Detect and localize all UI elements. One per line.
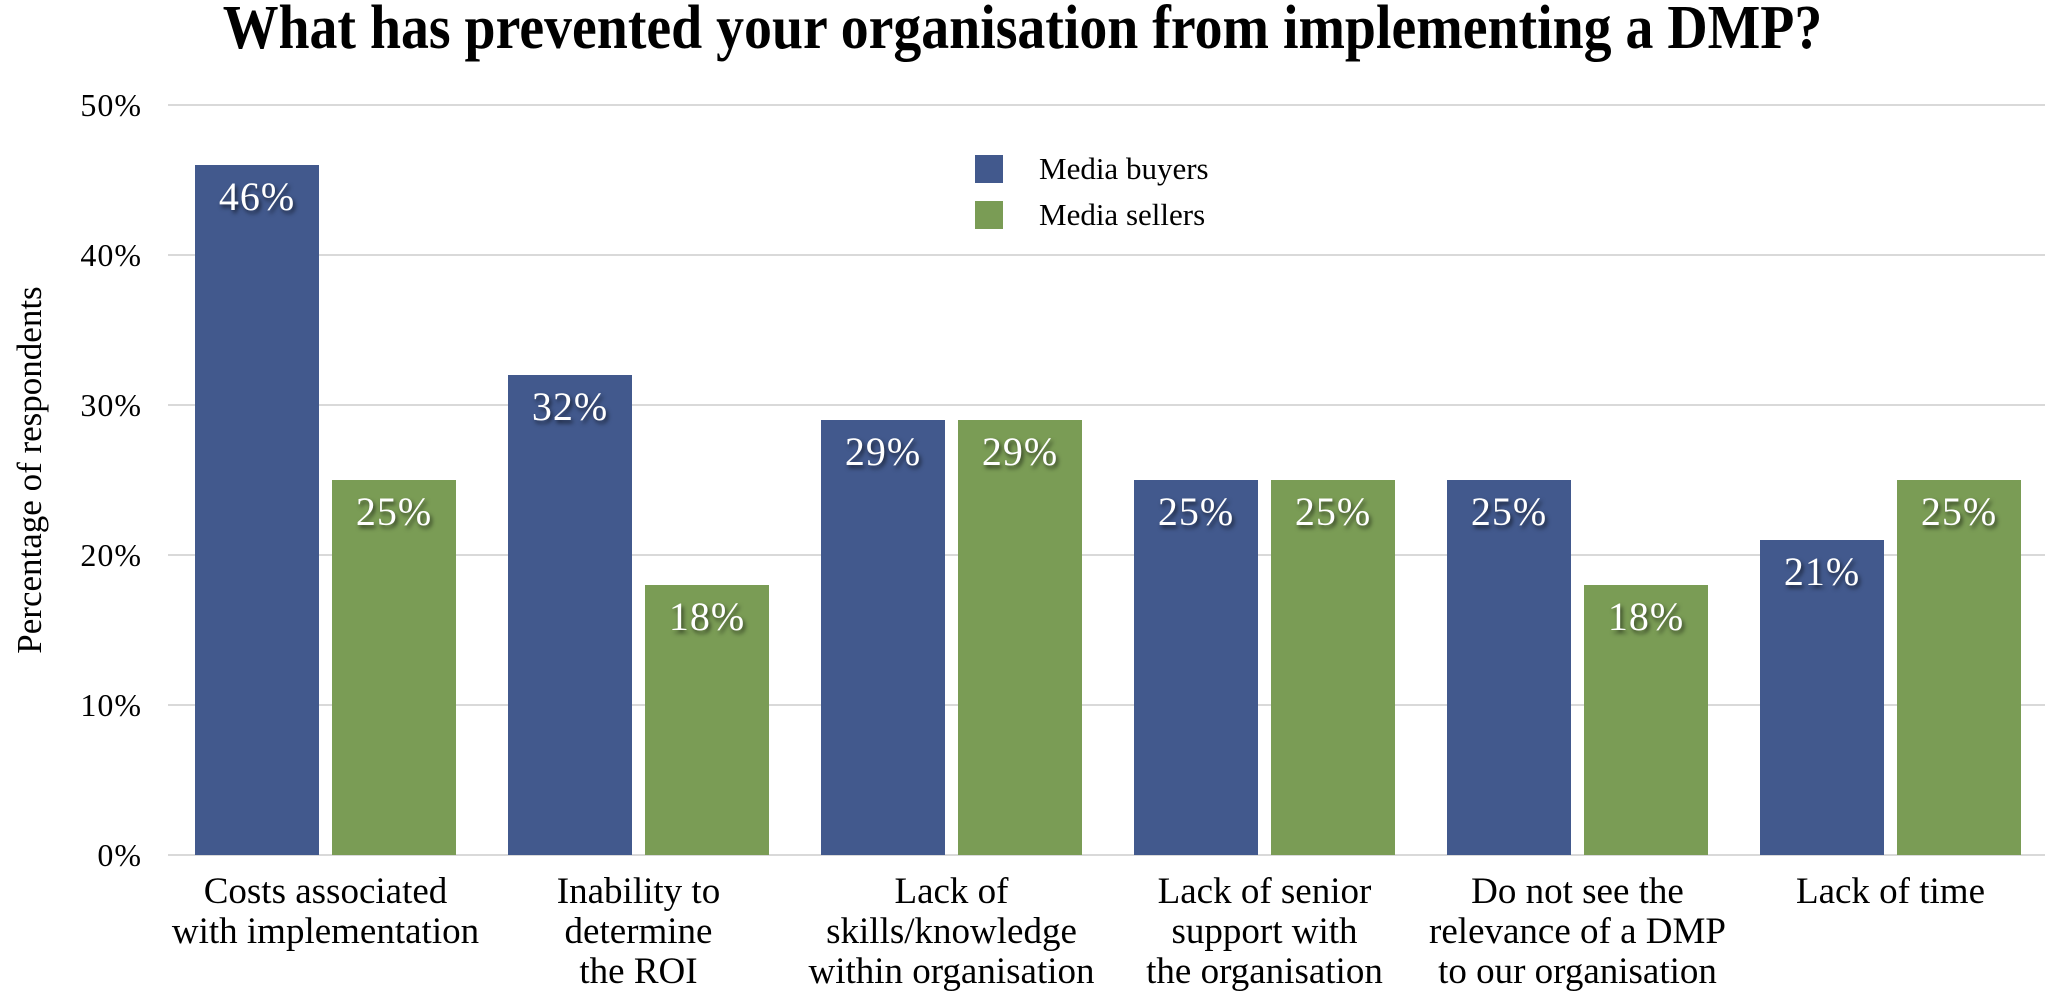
y-tick-label-30: 30% (80, 387, 142, 423)
x-category-label-4: Lack of senior support with the organisa… (1146, 871, 1383, 991)
legend-label: Media buyers (1039, 151, 1209, 186)
legend-label: Media sellers (1039, 197, 1206, 232)
bar-value-label: 25% (1470, 489, 1548, 534)
bar-media-sellers-group2: 18% (645, 585, 769, 855)
bar-value-label: 25% (1157, 489, 1235, 534)
legend-swatch (975, 201, 1003, 229)
y-tick-label-0: 0% (97, 837, 142, 873)
bar-media-sellers-group1: 25% (332, 480, 456, 855)
x-category-label-1: Costs associated with implementation (171, 871, 480, 952)
bar-value-label: 25% (355, 489, 433, 534)
bar-media-buyers-group4: 25% (1134, 480, 1258, 855)
bar-value-label: 46% (218, 174, 296, 219)
legend-item-media-sellers: Media sellers (975, 197, 1209, 233)
x-category-label-6: Lack of time (1795, 871, 1986, 912)
legend-swatch (975, 155, 1003, 183)
gridline-10 (168, 704, 2045, 706)
legend-item-media-buyers: Media buyers (975, 151, 1209, 187)
bar-media-buyers-group3: 29% (821, 420, 945, 855)
bar-value-label: 29% (844, 429, 922, 474)
gridline-20 (168, 554, 2045, 556)
bar-media-sellers-group4: 25% (1271, 480, 1395, 855)
bar-media-sellers-group3: 29% (958, 420, 1082, 855)
y-tick-label-40: 40% (80, 237, 142, 273)
bar-media-buyers-group5: 25% (1447, 480, 1571, 855)
gridline-0 (168, 854, 2045, 856)
bar-value-label: 25% (1294, 489, 1372, 534)
x-category-label-2: Inability to determine the ROI (556, 871, 721, 991)
x-category-label-5: Do not see the relevance of a DMP to our… (1429, 871, 1726, 991)
bar-value-label: 18% (668, 594, 746, 639)
chart-title: What has prevented your organisation fro… (222, 0, 1823, 62)
bar-value-label: 32% (531, 384, 609, 429)
bar-media-buyers-group1: 46% (195, 165, 319, 855)
gridline-50 (168, 104, 2045, 106)
bar-value-label: 21% (1783, 549, 1861, 594)
bar-media-buyers-group6: 21% (1760, 540, 1884, 855)
y-tick-label-20: 20% (80, 537, 142, 573)
x-category-label-3: Lack of skills/knowledge within organisa… (808, 871, 1095, 991)
bar-value-label: 18% (1607, 594, 1685, 639)
bar-media-sellers-group6: 25% (1897, 480, 2021, 855)
gridline-40 (168, 254, 2045, 256)
y-tick-label-50: 50% (80, 87, 142, 123)
bar-value-label: 25% (1920, 489, 1998, 534)
legend: Media buyers Media sellers (975, 151, 1209, 233)
y-tick-label-10: 10% (80, 687, 142, 723)
bar-media-sellers-group5: 18% (1584, 585, 1708, 855)
bar-value-label: 29% (981, 429, 1059, 474)
bar-media-buyers-group2: 32% (508, 375, 632, 855)
y-axis-title: Percentage of respondents (10, 286, 49, 654)
gridline-30 (168, 404, 2045, 406)
